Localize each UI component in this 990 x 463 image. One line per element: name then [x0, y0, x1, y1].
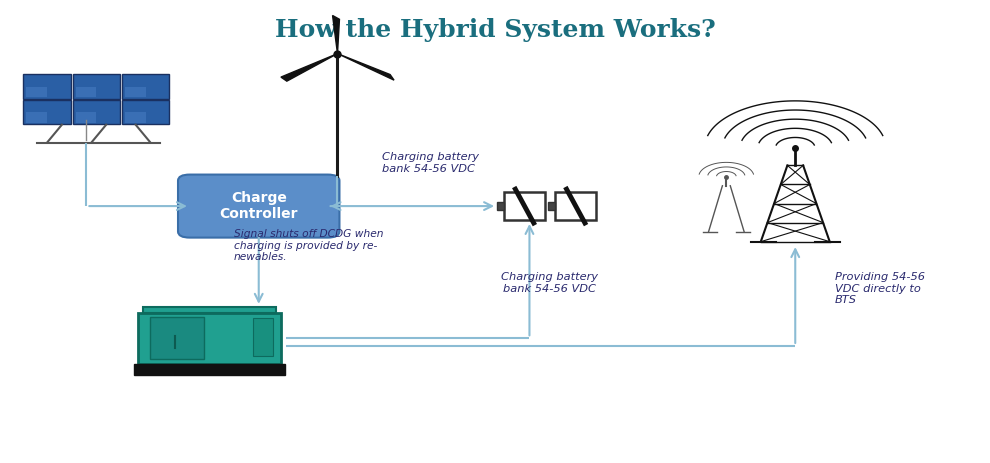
FancyBboxPatch shape	[75, 112, 96, 123]
Text: Providing 54-56
VDC directly to
BTS: Providing 54-56 VDC directly to BTS	[835, 272, 925, 306]
Text: How the Hybrid System Works?: How the Hybrid System Works?	[274, 18, 716, 42]
FancyBboxPatch shape	[27, 112, 48, 123]
FancyBboxPatch shape	[27, 87, 48, 97]
FancyBboxPatch shape	[24, 100, 70, 124]
FancyBboxPatch shape	[504, 192, 545, 220]
FancyBboxPatch shape	[72, 75, 120, 99]
FancyBboxPatch shape	[149, 317, 204, 358]
FancyBboxPatch shape	[144, 307, 276, 313]
FancyBboxPatch shape	[125, 87, 146, 97]
Polygon shape	[333, 15, 340, 54]
FancyBboxPatch shape	[75, 87, 96, 97]
FancyBboxPatch shape	[122, 75, 169, 99]
Text: Charging battery
bank 54-56 VDC: Charging battery bank 54-56 VDC	[382, 152, 479, 174]
FancyBboxPatch shape	[24, 75, 70, 99]
Polygon shape	[281, 54, 338, 81]
FancyBboxPatch shape	[548, 202, 555, 210]
FancyBboxPatch shape	[253, 318, 273, 356]
FancyBboxPatch shape	[497, 202, 504, 210]
FancyBboxPatch shape	[72, 100, 120, 124]
Text: Charging battery
bank 54-56 VDC: Charging battery bank 54-56 VDC	[501, 272, 598, 294]
Text: Charge
Controller: Charge Controller	[220, 191, 298, 221]
Polygon shape	[338, 54, 394, 80]
FancyBboxPatch shape	[122, 100, 169, 124]
FancyBboxPatch shape	[135, 363, 285, 375]
Text: Signal shuts off DCDG when
charging is provided by re-
newables.: Signal shuts off DCDG when charging is p…	[234, 229, 383, 262]
FancyBboxPatch shape	[178, 175, 340, 238]
FancyBboxPatch shape	[555, 192, 596, 220]
FancyBboxPatch shape	[125, 112, 146, 123]
FancyBboxPatch shape	[139, 313, 281, 363]
